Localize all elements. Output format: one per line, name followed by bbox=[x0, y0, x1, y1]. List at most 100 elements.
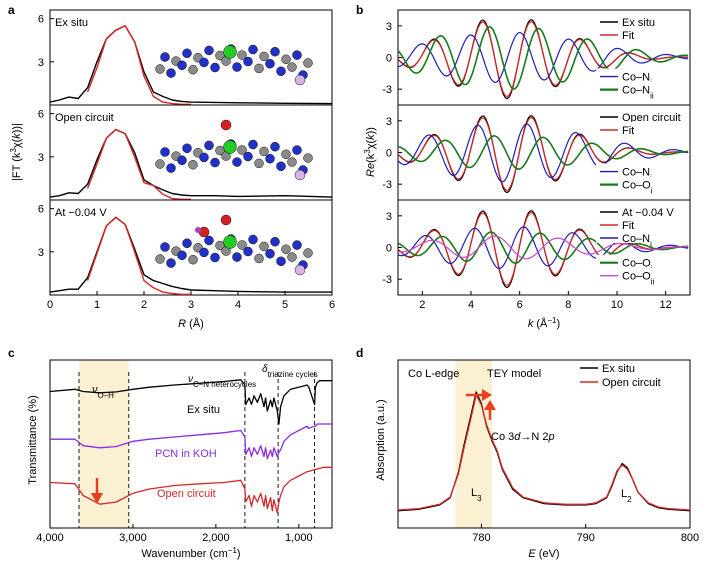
annotation-l2: L2 bbox=[621, 488, 632, 504]
cobalt-atom bbox=[223, 140, 237, 154]
annotation-triazine: δtriazine cycles bbox=[262, 364, 318, 379]
x-tick-label: 6 bbox=[517, 299, 523, 311]
atom bbox=[276, 256, 286, 267]
absorption-ex-situ bbox=[397, 391, 691, 512]
wave-series-red bbox=[397, 21, 689, 98]
molecule-structure-illustration bbox=[155, 214, 313, 276]
atom bbox=[303, 153, 313, 163]
atom bbox=[281, 54, 291, 65]
atom bbox=[292, 50, 302, 60]
atom bbox=[248, 139, 258, 150]
annotation-model: TEY model bbox=[487, 368, 541, 380]
atom bbox=[237, 240, 247, 250]
atom bbox=[166, 163, 176, 173]
atom bbox=[276, 66, 286, 77]
atom bbox=[210, 157, 220, 168]
atom bbox=[294, 264, 306, 276]
x-tick-label: 3,000 bbox=[119, 532, 147, 544]
legend-label: At −0.04 V bbox=[622, 207, 674, 219]
atom bbox=[294, 74, 306, 86]
subplot-label: Open circuit bbox=[55, 112, 114, 124]
y-tick-label: -3 bbox=[382, 179, 392, 191]
legend-label: Fit bbox=[622, 220, 634, 232]
atom bbox=[160, 52, 170, 62]
atom bbox=[243, 56, 253, 67]
molecule-structure-illustration bbox=[155, 119, 313, 181]
legend-label: Fit bbox=[622, 30, 634, 42]
atom bbox=[210, 252, 220, 263]
atom bbox=[182, 48, 192, 59]
legend-label: Ex situ bbox=[602, 363, 635, 375]
atom bbox=[237, 145, 247, 155]
panel-a: 3 6 Ex situ 3 6 Open circuit 3 6 At −0.04 V 0 1 2 3 4… bbox=[9, 9, 335, 330]
x-tick-label: 4 bbox=[235, 299, 241, 311]
x-tick-label: 5 bbox=[282, 299, 288, 311]
atom bbox=[182, 143, 192, 154]
atom bbox=[265, 153, 275, 164]
atom bbox=[248, 234, 258, 245]
atom bbox=[265, 248, 275, 259]
atom bbox=[292, 145, 302, 155]
plot-frame bbox=[397, 359, 691, 529]
legend-label: Fit bbox=[622, 125, 634, 137]
atom bbox=[248, 44, 258, 55]
annotation-transition: Co 3d→N 2p bbox=[491, 431, 555, 443]
annotation-cn: νC–N heterocycles bbox=[188, 374, 256, 389]
legend-bg bbox=[596, 27, 686, 40]
oxygen-atom bbox=[220, 214, 232, 226]
legend-label: Co–Ni bbox=[622, 233, 652, 249]
panel-letter-b: b bbox=[356, 3, 363, 17]
legend-bg bbox=[596, 254, 686, 268]
cobalt-atom bbox=[223, 235, 237, 249]
y-axis-label: Absorption (a.u.) bbox=[375, 399, 387, 480]
atom bbox=[166, 258, 176, 268]
legend-bg bbox=[596, 176, 686, 190]
subplot-label: Ex situ bbox=[55, 17, 88, 29]
plot-frame bbox=[49, 359, 333, 529]
atom bbox=[303, 58, 313, 68]
y-tick-label: 3 bbox=[38, 57, 44, 69]
atom bbox=[243, 246, 253, 257]
y-tick-label: 3 bbox=[386, 211, 392, 223]
y-tick-label: -3 bbox=[382, 84, 392, 96]
x-tick-label: 2 bbox=[141, 299, 147, 311]
right-arrow-head bbox=[482, 389, 492, 401]
atom bbox=[210, 62, 220, 73]
x-tick-label: 800 bbox=[681, 532, 699, 544]
legend-label: Open circuit bbox=[622, 112, 681, 124]
down-arrow-head bbox=[91, 493, 103, 504]
legend-label: Co–Oi bbox=[622, 180, 653, 196]
atom bbox=[287, 157, 297, 167]
panel-letter-d: d bbox=[356, 346, 363, 360]
legend-bg bbox=[596, 230, 686, 243]
atom bbox=[177, 250, 187, 261]
atom bbox=[287, 62, 297, 72]
atom bbox=[232, 62, 242, 72]
atom bbox=[254, 253, 264, 264]
atom bbox=[254, 158, 264, 169]
atom bbox=[270, 141, 280, 152]
oh-highlight-band bbox=[79, 360, 129, 528]
legend-bg bbox=[596, 122, 686, 135]
oxygen-atom bbox=[220, 119, 232, 131]
y-tick-label: 0 bbox=[386, 148, 392, 160]
atom bbox=[281, 149, 291, 160]
atom bbox=[188, 254, 198, 265]
x-tick-label: 0 bbox=[47, 299, 53, 311]
atom bbox=[259, 146, 269, 157]
atom bbox=[182, 238, 192, 249]
panel-d: Ex situ Open circuit Co L-edge TEY model Co … bbox=[375, 359, 699, 560]
series-line-fit bbox=[86, 25, 191, 106]
x-tick-label: 4,000 bbox=[36, 532, 64, 544]
atom bbox=[188, 64, 198, 75]
legend-bg bbox=[596, 68, 686, 82]
atom bbox=[259, 51, 269, 62]
cobalt-atom bbox=[223, 45, 237, 59]
y-axis-label: Transmittance (%) bbox=[27, 395, 39, 484]
wave-series-blue bbox=[397, 32, 689, 84]
wave-series-blue bbox=[397, 226, 689, 270]
y-tick-label: 6 bbox=[38, 14, 44, 26]
spectrum-pcn-in-koh bbox=[50, 423, 332, 460]
x-tick-label: 790 bbox=[577, 532, 595, 544]
